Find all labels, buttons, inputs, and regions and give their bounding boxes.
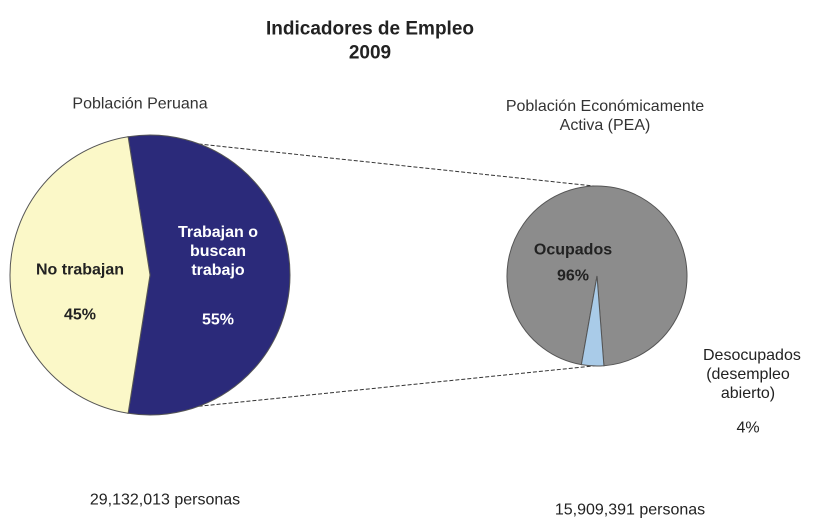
- pie-slice: [9, 136, 151, 414]
- pie-title: Población Peruana: [72, 95, 208, 113]
- category-label: No trabajan: [35, 261, 124, 279]
- connector: [132, 364, 604, 414]
- pie-slice: [580, 275, 605, 367]
- data-label: 96%: [556, 267, 590, 285]
- note: 15,909,391 personas: [554, 501, 706, 519]
- chart-subtitle: 2009: [348, 42, 392, 64]
- pie-slice: [127, 134, 291, 416]
- note: 29,132,013 personas: [89, 491, 241, 509]
- pie-slice: [506, 185, 688, 367]
- pie-title: Población Económicamente Activa (PEA): [505, 97, 705, 134]
- data-label: 45%: [63, 306, 97, 324]
- chart-title: Indicadores de Empleo: [266, 18, 474, 40]
- category-label: Trabajan o buscan trabajo: [177, 224, 259, 280]
- category-label: Desocupados (desempleo abierto): [703, 347, 801, 403]
- data-label: 4%: [736, 419, 760, 437]
- data-label: 55%: [201, 311, 235, 329]
- category-label: Ocupados: [533, 241, 613, 259]
- connector: [132, 136, 604, 188]
